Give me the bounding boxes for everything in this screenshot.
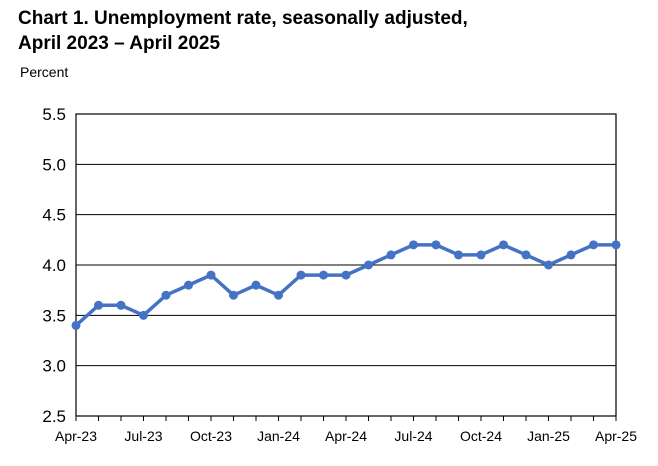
x-tick-label: Jan-24 [257, 428, 300, 444]
x-tick-label: Jul-23 [124, 428, 162, 444]
data-point [544, 260, 553, 270]
chart-subtitle: April 2023 – April 2025 [18, 33, 221, 54]
y-tick-label: 3.0 [42, 357, 66, 376]
x-tick-label: Jan-25 [527, 428, 570, 444]
data-point [431, 240, 441, 250]
data-point [476, 250, 486, 260]
data-point [184, 280, 193, 290]
data-point [611, 240, 621, 250]
data-point [94, 300, 103, 310]
x-tick-label: Oct-23 [190, 428, 232, 444]
data-point [566, 250, 576, 260]
data-point [116, 300, 126, 310]
y-tick-label: 5.0 [42, 155, 66, 174]
data-point [274, 290, 283, 300]
x-tick-label: Oct-24 [460, 428, 502, 444]
y-tick-label: 5.5 [42, 105, 66, 124]
x-tick-label: Apr-23 [55, 428, 97, 444]
data-point [319, 270, 328, 280]
data-point [364, 260, 373, 270]
data-point [251, 280, 261, 290]
series-line [74, 243, 618, 328]
data-point [139, 310, 148, 320]
data-point [71, 320, 81, 330]
data-point [589, 240, 598, 250]
data-point [296, 270, 306, 280]
data-point [409, 240, 418, 250]
y-tick-label: 2.5 [42, 407, 66, 426]
data-point [521, 250, 531, 260]
data-point [161, 290, 171, 300]
x-tick-label: Apr-24 [325, 428, 367, 444]
x-tick-label: Apr-25 [595, 428, 637, 444]
y-tick-label: 3.5 [42, 306, 66, 325]
x-tick-label: Jul-24 [394, 428, 432, 444]
data-point [341, 270, 351, 280]
y-tick-label: 4.0 [42, 256, 66, 275]
y-tick-label: 4.5 [42, 206, 66, 225]
chart-title-block: Chart 1. Unemployment rate, seasonally a… [18, 6, 638, 56]
data-point [206, 270, 216, 280]
y-axis-unit-label: Percent [20, 64, 69, 80]
data-point [499, 240, 508, 250]
data-point [386, 250, 396, 260]
chart-title: Chart 1. Unemployment rate, seasonally a… [18, 8, 468, 29]
data-point [454, 250, 463, 260]
data-point [229, 290, 238, 300]
